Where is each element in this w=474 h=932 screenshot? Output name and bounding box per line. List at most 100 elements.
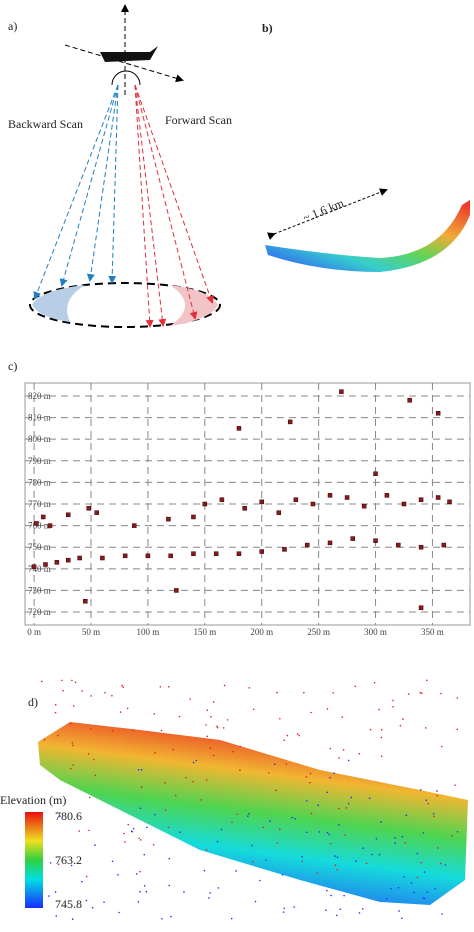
cloud-dot: [343, 894, 345, 897]
colorbar-title: Elevation (m): [0, 793, 66, 807]
cloud-dot: [203, 869, 206, 872]
cloud-dot: [195, 759, 198, 762]
point: [344, 495, 350, 500]
cloud-dot: [427, 802, 430, 805]
point: [418, 497, 424, 502]
point: [54, 560, 60, 565]
cloud-dot: [262, 826, 265, 829]
point: [236, 426, 242, 431]
cloud-dot: [413, 891, 415, 894]
cloud-dot: [168, 857, 171, 860]
cloud-dot: [217, 887, 220, 889]
point: [132, 523, 137, 528]
cloud-dot: [259, 879, 261, 882]
cloud-dot: [440, 862, 442, 865]
cloud-dot: [143, 853, 146, 856]
x-tick-label: 50 m: [82, 627, 100, 637]
point: [191, 551, 196, 556]
cloud-dot: [139, 870, 141, 873]
point: [86, 506, 91, 511]
y-tick-label: 750 m: [28, 542, 51, 552]
cloud-dot: [318, 831, 321, 833]
cloud-dot: [121, 684, 123, 687]
cloud-dot: [303, 691, 305, 694]
cloud-dot: [192, 761, 195, 764]
cloud-dot: [350, 796, 353, 799]
cloud-dot: [254, 900, 257, 903]
cloud-dot: [206, 709, 209, 711]
cloud-dot: [130, 830, 133, 833]
cloud-dot: [268, 772, 270, 774]
cloud-dot: [390, 887, 392, 890]
cloud-dot: [333, 772, 335, 774]
cloud-dot: [441, 913, 443, 915]
cloud-dot: [285, 763, 288, 765]
cloud-dot: [361, 908, 364, 910]
cloud-dot: [174, 794, 177, 797]
scan-ray: [134, 84, 154, 328]
cloud-dot: [88, 829, 90, 832]
cloud-dot: [216, 726, 219, 729]
cloud-dot: [252, 708, 255, 711]
cloud-dot: [378, 708, 380, 711]
cloud-dot: [230, 917, 233, 920]
cloud-dot: [247, 815, 249, 817]
cloud-dot: [139, 807, 142, 810]
cloud-dot: [444, 864, 447, 866]
cloud-dot: [362, 847, 364, 849]
cloud-dot: [59, 815, 61, 818]
cloud-dot: [316, 872, 318, 874]
cloud-dot: [310, 711, 312, 714]
cloud-dot: [432, 812, 435, 815]
cloud-dot: [220, 828, 223, 831]
cloud-dot: [400, 917, 403, 920]
cloud-dot: [72, 705, 75, 707]
cloud-dot: [90, 695, 93, 697]
cloud-dot: [440, 692, 442, 695]
y-tick-label: 740 m: [28, 564, 51, 574]
cloud-dot: [164, 809, 167, 811]
x-tick-label: 150 m: [193, 627, 216, 637]
cloud-dot: [358, 752, 361, 755]
cloud-dot: [94, 774, 97, 777]
cloud-dot: [49, 862, 52, 864]
cloud-dot: [205, 779, 208, 781]
cloud-dot: [160, 729, 163, 732]
cloud-dot: [336, 868, 339, 871]
cloud-dot: [72, 764, 75, 766]
cloud-dot: [146, 826, 148, 829]
cloud-dot: [235, 870, 237, 872]
point: [83, 598, 88, 604]
scanner: [111, 70, 141, 86]
cloud-dot: [338, 824, 340, 826]
cloud-dot: [85, 899, 88, 902]
scan-ellipse: [29, 282, 221, 328]
cloud-dot: [375, 838, 378, 840]
cloud-dot: [209, 747, 212, 749]
cloud-dot: [265, 859, 267, 862]
cloud-dot: [334, 864, 337, 866]
cloud-dot: [117, 874, 119, 876]
cloud-dot: [92, 758, 95, 761]
cloud-dot: [206, 735, 209, 738]
cloud-dot: [425, 799, 427, 802]
cloud-dot: [401, 835, 404, 838]
cloud-dot: [216, 840, 219, 843]
cloud-dot: [380, 755, 383, 758]
point: [361, 503, 367, 509]
cloud-dot: [392, 705, 394, 708]
cloud-dot: [325, 909, 327, 911]
panel-label: b): [262, 21, 273, 35]
cloud-dot: [410, 882, 413, 884]
cloud-dot: [423, 871, 426, 873]
cloud-dot: [69, 722, 72, 725]
cloud-dot: [440, 745, 443, 748]
cloud-dot: [57, 863, 60, 866]
cloud-dot: [422, 832, 425, 834]
cloud-dot: [282, 911, 285, 913]
cloud-dot: [126, 707, 129, 710]
y-tick-label: 790 m: [28, 456, 51, 466]
cloud-dot: [183, 891, 185, 893]
cloud-dot: [132, 828, 135, 830]
point: [174, 588, 179, 593]
